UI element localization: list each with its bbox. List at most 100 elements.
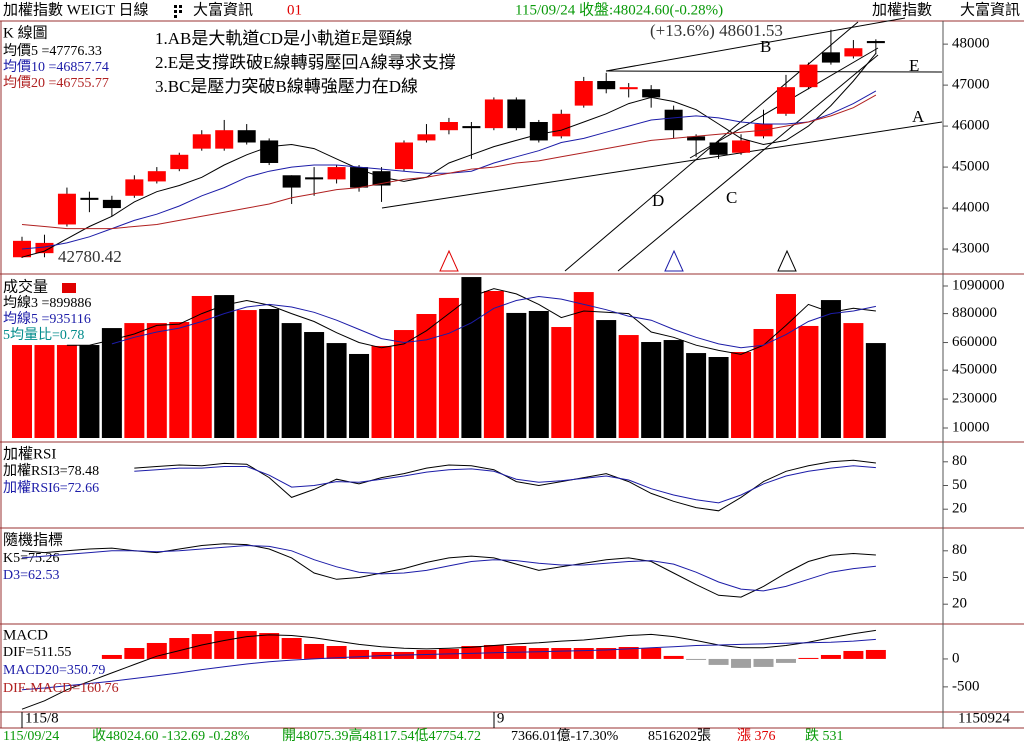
high-label: (+13.6%) 48601.53 <box>650 21 783 40</box>
volume-bar <box>371 345 392 438</box>
macd-bar <box>686 658 707 660</box>
macd-bar <box>798 657 819 659</box>
footer-date: 115/09/24 <box>3 729 59 744</box>
candle-body <box>507 99 526 129</box>
candle-body <box>13 240 31 258</box>
panel-title: 加權RSI <box>3 445 56 462</box>
signal-triangle <box>777 249 797 272</box>
y-tick-label: 45000 <box>952 159 990 175</box>
legend-entry: 均價10 =46857.74 <box>3 58 109 75</box>
macd-bar <box>461 645 482 659</box>
volume-bar <box>101 328 122 438</box>
y-tick-label: 50 <box>952 477 967 493</box>
volume-bar <box>416 314 437 438</box>
candle-body <box>799 64 818 88</box>
legend-entry: MACD20=350.79 <box>3 663 105 678</box>
y-tick-label: 48000 <box>952 36 990 52</box>
macd-bar <box>259 633 280 659</box>
icon-dot <box>174 5 177 8</box>
volume-bar <box>124 323 145 438</box>
volume-bar <box>326 343 347 438</box>
grid-icon <box>174 5 182 18</box>
candle-body <box>192 134 211 149</box>
legend-entry: 均線3 =899886 <box>3 295 91 311</box>
y-tick-label: 0 <box>952 650 960 666</box>
candle-body <box>80 197 99 200</box>
candle-body <box>417 134 436 141</box>
candle-body <box>372 171 391 186</box>
trend-label: E <box>909 56 919 75</box>
macd-bar <box>191 634 212 659</box>
y-tick-label: 660000 <box>952 334 997 350</box>
macd-bar <box>528 648 549 659</box>
footer-amount: 7366.01億-17.30% <box>511 728 619 744</box>
candle-body <box>282 175 301 188</box>
macd-bar <box>775 658 796 663</box>
volume-bar <box>753 328 774 438</box>
volume-bar <box>438 297 459 438</box>
macd-bar <box>349 649 370 659</box>
candle-body <box>821 52 840 63</box>
candle-body <box>619 87 638 90</box>
candle-body <box>552 113 571 137</box>
panel-title: 成交量 <box>3 277 48 295</box>
y-tick-label: 1090000 <box>952 277 1005 293</box>
legend-entry: DIF=511.55 <box>3 645 71 660</box>
footer-down: 跌 531 <box>805 728 844 744</box>
series-line <box>21 629 876 710</box>
trend-line-e <box>605 70 943 73</box>
volume-bar <box>169 322 190 438</box>
series-line <box>21 638 876 691</box>
candle-body <box>350 167 369 188</box>
signal-triangle <box>664 249 684 272</box>
series-line <box>21 94 877 230</box>
volume-bar <box>731 352 752 438</box>
volume-bar <box>236 310 257 438</box>
icon-dot <box>174 15 177 18</box>
x-tick-label: 9 <box>497 710 505 726</box>
y-tick-label: 880000 <box>952 305 997 321</box>
volume-bar <box>191 295 212 438</box>
candle-body <box>687 136 706 141</box>
volume-bar <box>641 342 662 438</box>
volume-bar <box>618 335 639 438</box>
volume-bar <box>686 353 707 438</box>
candle-body <box>642 89 661 98</box>
series-line <box>21 52 877 258</box>
legend-entry: DIF-MACD=160.76 <box>3 681 119 696</box>
volume-bar <box>865 343 886 438</box>
candle-body <box>327 167 346 180</box>
candle-body <box>305 177 324 180</box>
candle-body <box>147 171 166 182</box>
macd-bar <box>843 650 864 659</box>
macd-bar <box>169 638 190 659</box>
legend-entry: K5=75.26 <box>3 551 60 566</box>
volume-bar <box>551 327 572 438</box>
low-label: 42780.42 <box>58 247 122 266</box>
series-line <box>66 288 876 355</box>
header-brand: 大富資訊 <box>193 0 253 18</box>
candle-body <box>844 48 863 57</box>
candle-body <box>709 142 728 155</box>
candle-body <box>574 81 593 106</box>
x-tick-label: 115/8 <box>25 710 59 726</box>
macd-bar <box>214 631 235 659</box>
volume-bar <box>843 323 864 438</box>
volume-bar <box>798 325 819 438</box>
footer-range: 開48075.39高48117.54低47754.72 <box>282 727 481 744</box>
candle-body <box>170 154 189 170</box>
y-tick-label: 20 <box>952 501 967 517</box>
macd-bar <box>596 648 617 659</box>
volume-bar <box>214 295 235 438</box>
trend-line-a <box>381 121 943 209</box>
volume-bar <box>708 357 729 438</box>
icon-dot <box>179 5 182 8</box>
volume-bar <box>281 323 302 438</box>
legend-entry: 加權RSI3=78.48 <box>3 463 99 479</box>
y-tick-label: 46000 <box>952 118 990 134</box>
macd-bar <box>483 644 504 659</box>
volume-bar <box>304 332 325 438</box>
